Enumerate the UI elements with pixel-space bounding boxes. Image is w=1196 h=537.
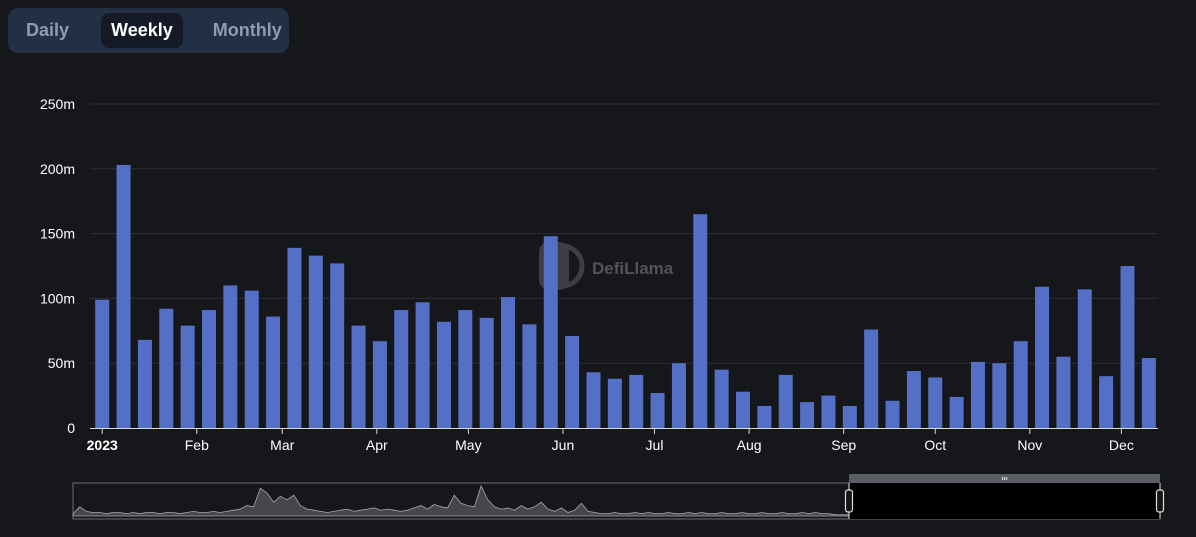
bar[interactable] xyxy=(821,395,836,428)
data-zoom-slider[interactable] xyxy=(72,474,1165,520)
bars xyxy=(95,164,1156,429)
bar[interactable] xyxy=(436,321,451,428)
period-toggle: Daily Weekly Monthly xyxy=(8,8,289,53)
slider-right-handle[interactable] xyxy=(1155,489,1165,513)
bar[interactable] xyxy=(906,370,921,428)
bar[interactable] xyxy=(565,335,580,428)
bar[interactable] xyxy=(522,324,537,428)
bar[interactable] xyxy=(650,393,665,428)
bar[interactable] xyxy=(415,302,430,428)
y-tick-label: 0 xyxy=(67,420,75,436)
bar[interactable] xyxy=(137,339,152,428)
y-tick-label: 100m xyxy=(40,290,75,306)
slider-track xyxy=(72,482,1161,520)
x-tick-label: Feb xyxy=(185,437,209,453)
bar[interactable] xyxy=(266,316,281,428)
bar[interactable] xyxy=(586,372,601,428)
bar[interactable] xyxy=(1120,266,1135,428)
bar[interactable] xyxy=(394,310,409,428)
x-tick-label: Jun xyxy=(552,437,575,453)
x-tick-label: Oct xyxy=(924,437,946,453)
bar[interactable] xyxy=(970,361,985,428)
bar[interactable] xyxy=(1077,289,1092,428)
bar[interactable] xyxy=(949,396,964,428)
bar[interactable] xyxy=(159,308,174,428)
bar[interactable] xyxy=(607,378,622,428)
slider-grip-icon xyxy=(1002,477,1008,480)
bar[interactable] xyxy=(736,391,751,428)
bar[interactable] xyxy=(928,377,943,428)
tab-daily[interactable]: Daily xyxy=(26,20,70,40)
y-axis-labels: 0 50m 100m 150m 200m 250m xyxy=(40,96,75,436)
y-tick-label: 50m xyxy=(48,355,75,371)
bar[interactable] xyxy=(1035,286,1050,428)
bar[interactable] xyxy=(693,214,708,428)
bar[interactable] xyxy=(543,236,558,428)
x-tick-label: Nov xyxy=(1017,437,1042,453)
x-tick-label: Mar xyxy=(270,437,294,453)
bar[interactable] xyxy=(372,341,387,428)
grid-lines xyxy=(90,103,1158,364)
x-tick-label: 2023 xyxy=(87,437,118,453)
bar[interactable] xyxy=(479,317,494,428)
bar[interactable] xyxy=(1099,376,1114,428)
bar[interactable] xyxy=(629,374,644,428)
x-tick-label: May xyxy=(455,437,481,453)
x-axis: 2023 Feb Mar Apr May Jun Jul Aug Sep Oct Nov Dec xyxy=(87,428,1158,453)
bar[interactable] xyxy=(501,297,516,428)
bar[interactable] xyxy=(714,369,729,428)
y-tick-label: 200m xyxy=(40,161,75,177)
x-tick-label: Apr xyxy=(366,437,388,453)
bar[interactable] xyxy=(244,290,259,428)
defillama-watermark: DefiLlama xyxy=(539,242,674,290)
x-tick-label: Sep xyxy=(831,437,856,453)
watermark-text: DefiLlama xyxy=(592,259,674,278)
slider-left-handle[interactable] xyxy=(844,489,854,513)
bar[interactable] xyxy=(330,263,345,428)
bar[interactable] xyxy=(800,402,815,428)
bar[interactable] xyxy=(351,325,366,428)
llama-logo-icon xyxy=(539,242,585,290)
slider-selected-window[interactable] xyxy=(849,483,1160,519)
tab-monthly[interactable]: Monthly xyxy=(212,20,282,40)
bar[interactable] xyxy=(116,164,131,429)
bar[interactable] xyxy=(308,255,323,428)
bar[interactable] xyxy=(202,310,217,428)
y-tick-label: 150m xyxy=(40,226,75,242)
bar[interactable] xyxy=(842,405,857,428)
slider-move-bar[interactable] xyxy=(849,474,1160,483)
x-tick-label: Dec xyxy=(1109,437,1134,453)
bar[interactable] xyxy=(864,329,879,428)
bar[interactable] xyxy=(885,400,900,428)
x-tick-label: Jul xyxy=(646,437,664,453)
slider-overview-area xyxy=(72,484,850,517)
y-tick-label: 250m xyxy=(40,96,75,112)
bar[interactable] xyxy=(1056,356,1071,428)
bar[interactable] xyxy=(757,405,772,428)
bar[interactable] xyxy=(223,285,238,428)
bar[interactable] xyxy=(458,310,473,428)
bar[interactable] xyxy=(180,325,195,428)
bar[interactable] xyxy=(671,363,686,428)
bar[interactable] xyxy=(1013,341,1028,428)
bar[interactable] xyxy=(778,374,793,428)
x-tick-label: Aug xyxy=(737,437,762,453)
bar[interactable] xyxy=(95,299,110,428)
tab-weekly[interactable]: Weekly xyxy=(101,13,183,48)
bar[interactable] xyxy=(1141,358,1156,428)
bar[interactable] xyxy=(992,363,1007,428)
bar[interactable] xyxy=(287,247,302,428)
